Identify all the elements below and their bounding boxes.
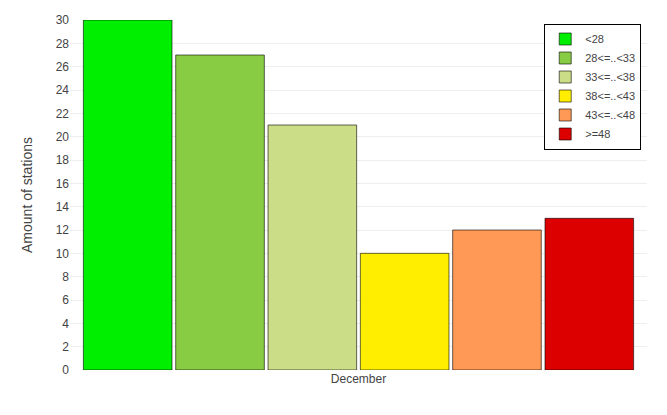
svg-text:16: 16	[56, 177, 70, 191]
svg-text:43<=..<48: 43<=..<48	[585, 109, 635, 121]
svg-text:38<=..<43: 38<=..<43	[585, 90, 635, 102]
svg-text:33<=..<38: 33<=..<38	[585, 71, 635, 83]
svg-text:<28: <28	[585, 33, 604, 45]
svg-text:12: 12	[56, 223, 70, 237]
svg-text:26: 26	[56, 60, 70, 74]
svg-text:8: 8	[62, 270, 69, 284]
svg-text:4: 4	[62, 317, 69, 331]
svg-text:14: 14	[56, 200, 70, 214]
svg-text:20: 20	[56, 130, 70, 144]
svg-text:Amount of stations: Amount of stations	[19, 137, 35, 253]
svg-text:28<=..<33: 28<=..<33	[585, 52, 635, 64]
svg-text:28: 28	[56, 37, 70, 51]
svg-text:24: 24	[56, 83, 70, 97]
svg-text:6: 6	[62, 293, 69, 307]
svg-text:22: 22	[56, 107, 70, 121]
svg-text:>=48: >=48	[585, 128, 610, 140]
svg-text:18: 18	[56, 153, 70, 167]
svg-text:10: 10	[56, 247, 70, 261]
svg-text:2: 2	[62, 340, 69, 354]
svg-text:December: December	[331, 372, 386, 386]
svg-text:0: 0	[62, 363, 69, 377]
svg-text:30: 30	[56, 13, 70, 27]
